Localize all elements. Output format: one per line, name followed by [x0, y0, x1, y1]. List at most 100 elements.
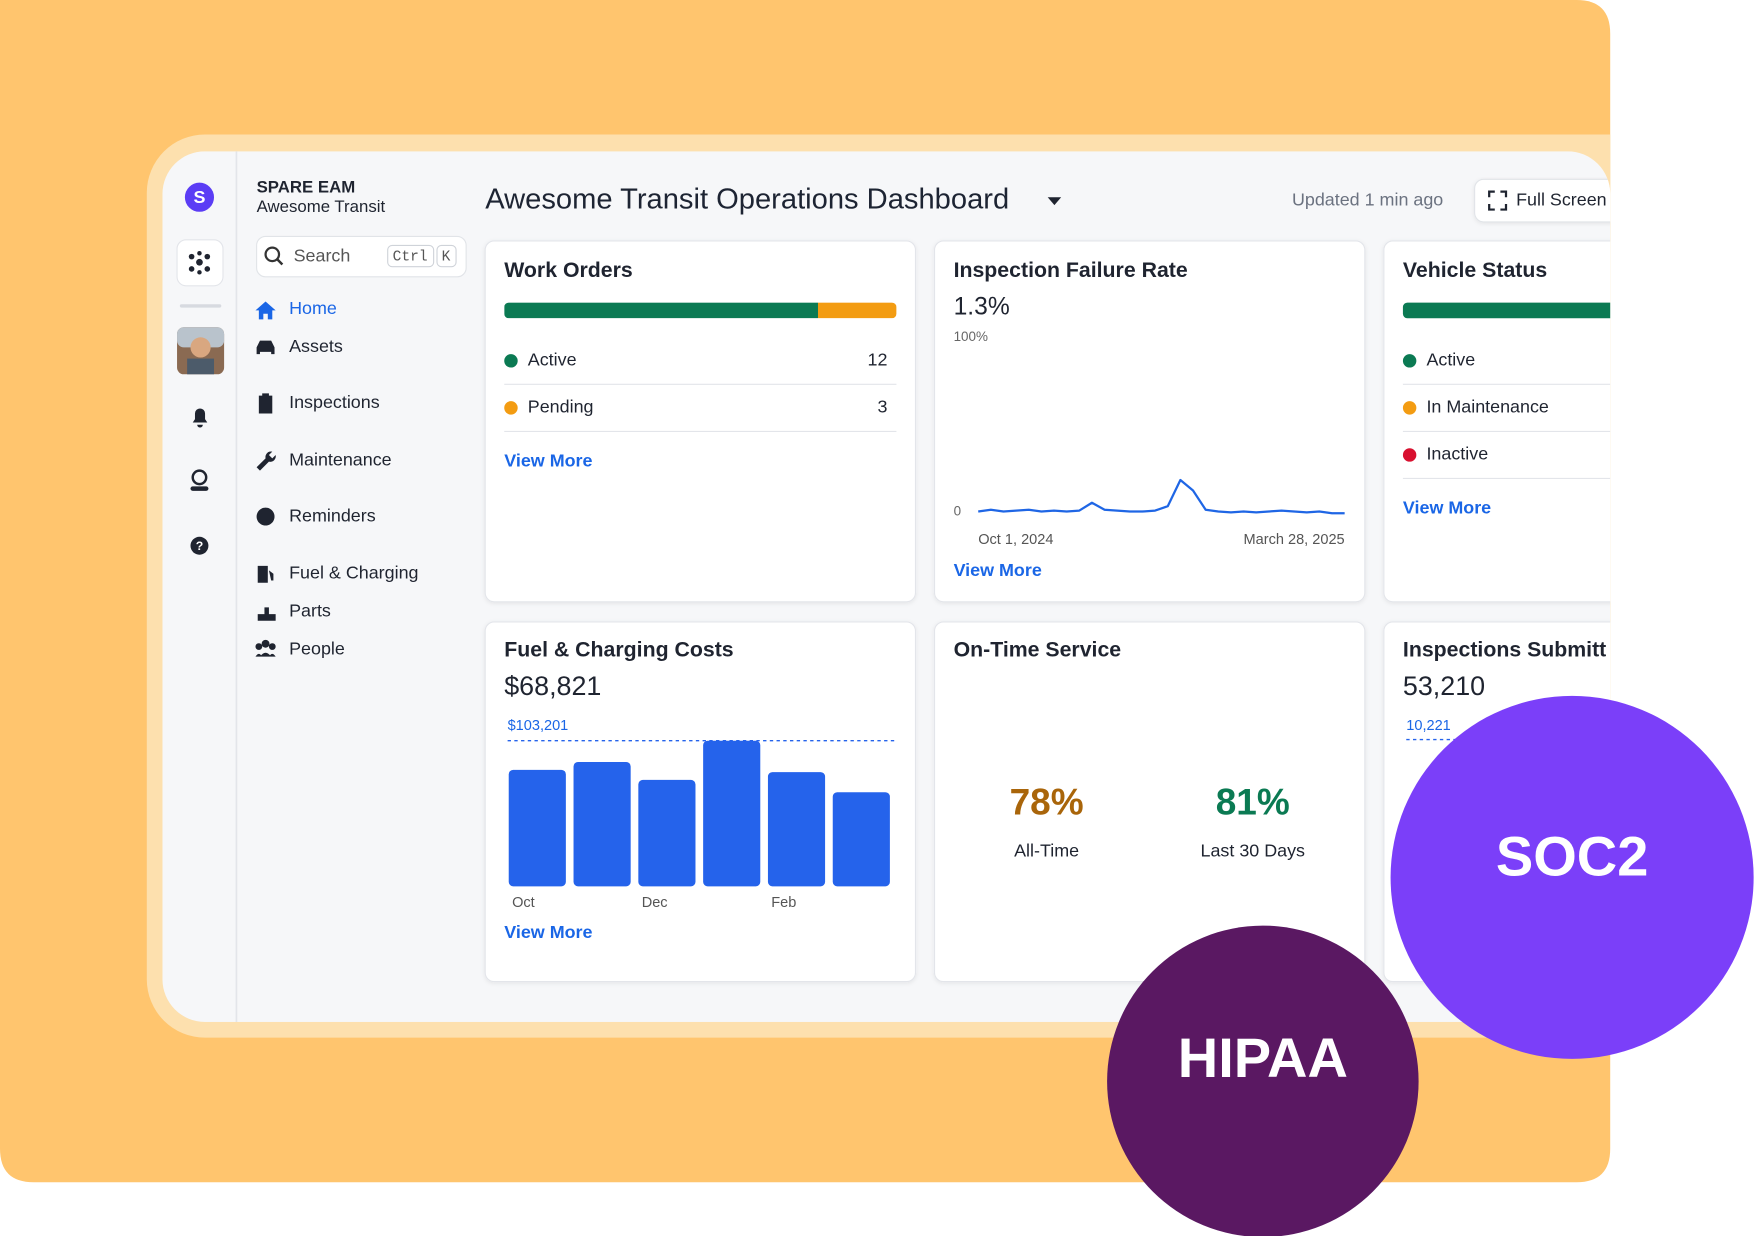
avatar-shirt	[187, 358, 215, 375]
line-series	[978, 478, 1345, 515]
status-label: Inactive	[1426, 444, 1488, 464]
nav-icon	[258, 393, 273, 414]
metric-value: 78%	[1010, 781, 1084, 822]
x-tick-label: Oct 1, 2024	[978, 532, 1053, 548]
status-bar	[1402, 302, 1611, 319]
kbd	[436, 244, 457, 268]
nav-icon	[257, 607, 276, 621]
summary-value: 1.3%	[954, 294, 1010, 321]
org-name: Awesome Transit	[257, 197, 386, 216]
legend-dot	[1402, 401, 1417, 415]
nav-item[interactable]: Reminders	[289, 505, 376, 525]
card-title: On-Time Service	[954, 638, 1122, 662]
fullscreen-label[interactable]: Full Screen	[1516, 189, 1607, 209]
kbd-label: Ctrl	[393, 249, 428, 265]
legend-dot	[1402, 448, 1417, 462]
stacked-segment	[817, 302, 897, 319]
nav-icon	[256, 507, 275, 526]
metric-label: All-Time	[1014, 840, 1079, 860]
nav-icon	[256, 451, 276, 471]
avatar-bg	[177, 327, 225, 348]
badge	[1390, 695, 1754, 1059]
y-tick-label: 100%	[954, 329, 988, 344]
search-box[interactable]	[256, 235, 467, 278]
nav-item[interactable]: Parts	[289, 601, 331, 621]
status-label: Active	[1426, 350, 1475, 370]
badges: SOC2 HIPAA	[1107, 695, 1754, 1236]
nav-item[interactable]: Fuel & Charging	[289, 562, 418, 582]
nav-item[interactable]: People	[289, 639, 345, 659]
view-more-link[interactable]: View More	[1403, 497, 1491, 517]
nav-item[interactable]: Inspections	[289, 392, 380, 412]
bar	[508, 769, 566, 887]
logo	[184, 182, 215, 212]
logo-letter: S	[193, 187, 205, 207]
nav-item[interactable]: Assets	[289, 336, 343, 356]
rail-icon-apps	[188, 251, 211, 275]
x-tick-label: March 28, 2025	[1244, 532, 1345, 548]
brand: SPARE EAM	[257, 178, 356, 197]
status-label: Pending	[528, 397, 594, 417]
card-title: Fuel & Charging Costs	[504, 638, 733, 662]
summary-value: $68,821	[504, 671, 601, 701]
card-title: Inspection Failure Rate	[954, 258, 1188, 282]
avatar-face	[190, 337, 211, 358]
view-more-link[interactable]: View More	[504, 450, 592, 470]
bar	[573, 761, 631, 887]
badge-label: SOC2	[1496, 824, 1649, 887]
nav-icon	[255, 301, 276, 320]
bar	[767, 772, 826, 887]
card	[933, 621, 1366, 983]
rail-icon-bell[interactable]	[192, 408, 208, 428]
bar	[703, 740, 761, 887]
x-tick-label: Oct	[512, 895, 535, 911]
title-caret[interactable]	[1047, 197, 1062, 206]
legend-dot	[1402, 354, 1417, 368]
status-label: In Maintenance	[1426, 397, 1548, 417]
status-label: Active	[528, 350, 577, 370]
rail-icon-help[interactable]	[190, 536, 209, 555]
view-more-link[interactable]: View More	[954, 560, 1042, 580]
nav-icon	[255, 639, 276, 657]
rail-icon-support[interactable]	[190, 469, 209, 491]
reference-label: 10,221	[1406, 718, 1451, 734]
page-title[interactable]: Awesome Transit Operations Dashboard	[485, 183, 1009, 215]
nav-icon	[256, 340, 275, 355]
metric-label: Last 30 Days	[1201, 840, 1306, 860]
reference-label: $103,201	[508, 718, 569, 734]
card	[484, 240, 917, 603]
stacked-segment	[504, 302, 818, 319]
status-count: 3	[877, 397, 887, 417]
fullscreen-icon	[1488, 190, 1508, 211]
status-count: 12	[868, 350, 888, 370]
badge	[1107, 925, 1419, 1236]
help-mark: ?	[196, 539, 204, 553]
bar	[638, 779, 696, 887]
badge-label: HIPAA	[1178, 1026, 1348, 1089]
y-tick-label: 0	[954, 504, 961, 519]
card-title: Inspections Submitt	[1403, 638, 1606, 662]
x-tick-label: Dec	[642, 895, 668, 911]
view-more-link[interactable]: View More	[504, 922, 592, 942]
search-icon	[264, 246, 281, 263]
card	[1383, 240, 1611, 603]
nav-item[interactable]: Maintenance	[289, 449, 392, 469]
nav-item[interactable]: Home	[289, 298, 337, 318]
card	[484, 621, 917, 983]
bar	[832, 792, 890, 887]
legend-dot	[504, 354, 518, 368]
search-icon-handle	[276, 258, 284, 266]
kbd	[387, 244, 435, 268]
search-placeholder[interactable]: Search	[294, 245, 351, 265]
fullscreen-button[interactable]	[1474, 178, 1643, 223]
card-title: Vehicle Status	[1403, 258, 1547, 282]
kbd-label: K	[442, 249, 451, 265]
metric-value: 81%	[1216, 781, 1290, 822]
nav-icon	[257, 565, 274, 583]
x-tick-label: Feb	[771, 895, 796, 911]
legend-dot	[504, 401, 518, 415]
